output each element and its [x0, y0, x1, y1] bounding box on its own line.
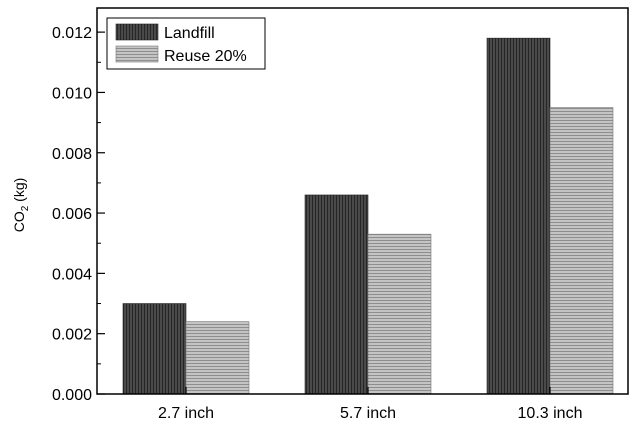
bar-landfill-3	[486, 37, 551, 395]
x-tick-label: 2.7 inch	[158, 405, 214, 422]
legend-label-reuse: Reuse 20%	[164, 48, 247, 65]
y-tick-label: 0.008	[52, 146, 92, 163]
y-tick-label: 0.010	[52, 85, 92, 102]
legend-swatch-landfill	[115, 23, 159, 41]
x-tick-label: 5.7 inch	[340, 405, 396, 422]
y-tick-label: 0.002	[52, 327, 92, 344]
bar-landfill-2	[304, 194, 369, 395]
legend-swatch-reuse	[115, 45, 159, 63]
y-axis-label-main: CO	[11, 211, 27, 232]
bar-reuse-3	[549, 107, 614, 395]
y-tick-label: 0.000	[52, 387, 92, 404]
y-axis-title: CO2 (kg)	[11, 178, 31, 233]
legend-label-landfill: Landfill	[164, 25, 215, 42]
y-tick-label: 0.004	[52, 266, 92, 283]
plot-area	[122, 37, 614, 395]
x-axis: 2.7 inch 5.7 inch 10.3 inch	[158, 387, 582, 422]
y-axis: 0.000 0.002 0.004 0.006 0.008 0.010 0.012	[52, 25, 105, 404]
bar-reuse-2	[367, 233, 432, 395]
y-axis-label-unit: (kg)	[11, 178, 27, 202]
y-tick-label: 0.012	[52, 25, 92, 42]
x-tick-label: 10.3 inch	[518, 405, 583, 422]
bar-landfill-1	[122, 303, 187, 395]
y-axis-label-sub: 2	[20, 205, 31, 211]
bar-reuse-1	[185, 321, 250, 395]
legend: Landfill Reuse 20%	[106, 17, 266, 70]
plot-frame	[96, 7, 629, 395]
y-tick-label: 0.006	[52, 206, 92, 223]
svg-text:CO2 (kg): CO2 (kg)	[11, 178, 31, 233]
